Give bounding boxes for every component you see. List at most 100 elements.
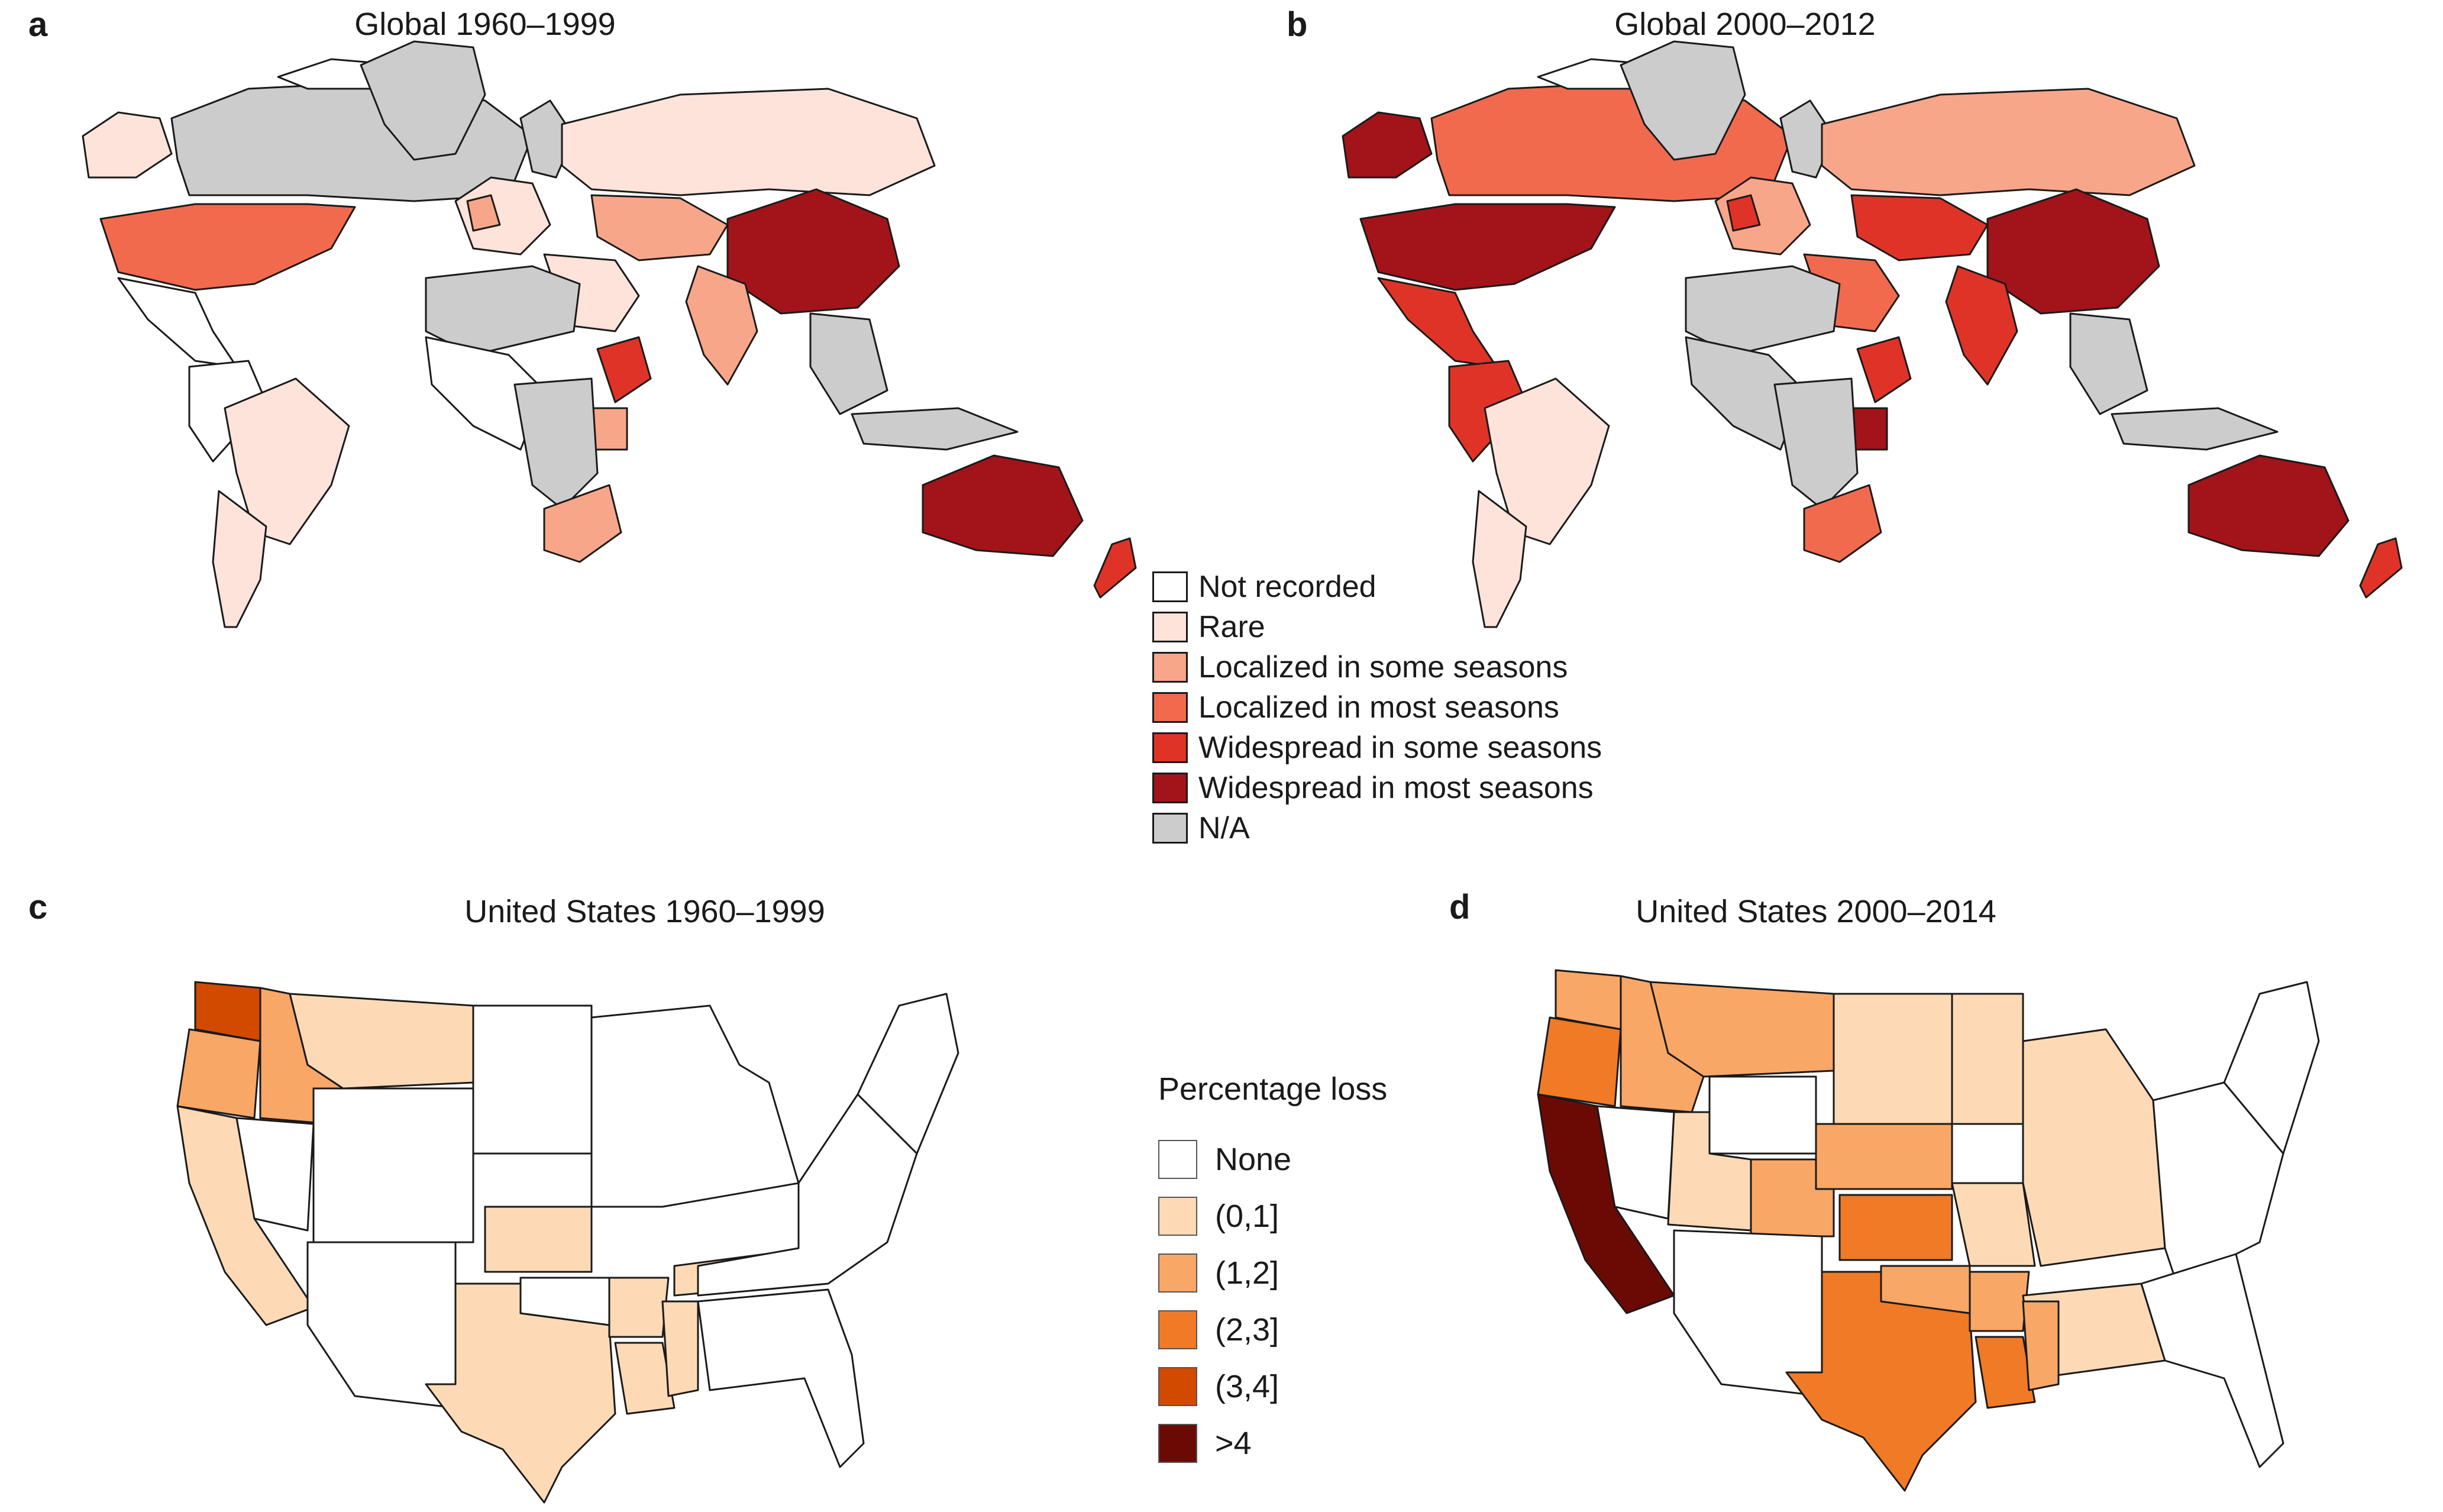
panel-b-letter: b [1287,5,1308,44]
region-se-asia-a [809,312,888,415]
state-mississippi-c [661,1300,699,1397]
us-legend-item-3-4: (3,4] [1158,1358,1387,1415]
region-europe-west-b [1726,194,1761,232]
us-legend-swatch [1158,1253,1197,1293]
legend-swatch [1152,612,1188,642]
region-west-africa-a [425,336,545,451]
us-legend: Percentage loss None (0,1] (1,2] (2,3] (… [1158,1071,1387,1472]
state-rockies-c [312,1087,474,1243]
region-mexico-b [1377,277,1498,368]
state-dakotas-d [1833,993,1953,1125]
state-southwest-d [1673,1229,1823,1397]
region-central-asia-b [1850,194,1989,261]
state-newengland-c [857,993,959,1155]
us-legend-item-1-2: (1,2] [1158,1245,1387,1301]
state-minnesota-d [1951,993,2024,1125]
state-montana-d [1649,981,1835,1078]
region-china-a [726,188,900,315]
region-nz-b [2359,537,2403,599]
legend-item-localized-some: Localized in some seasons [1152,647,1602,687]
region-indonesia-a [851,407,1019,451]
legend-item-widespread-most: Widespread in most seasons [1152,768,1602,808]
region-east-africa-a [596,336,652,403]
region-russia-a [561,88,936,196]
legend-swatch [1152,813,1188,844]
us-map-d [1537,969,2320,1492]
panel-a-title: Global 1960–1999 [354,7,616,42]
us-legend-item-2-3: (2,3] [1158,1301,1387,1358]
region-west-africa-b [1685,336,1805,451]
region-europe-b [1714,176,1811,256]
state-kansas-d [1838,1194,1953,1261]
world-map-b [1342,40,2403,628]
region-brazil-b [1484,377,1610,545]
region-europe-a [454,176,551,256]
region-australia-a [922,454,1084,557]
panel-c-letter: c [28,888,48,926]
legend-item-na: N/A [1152,808,1602,848]
legend-item-localized-most: Localized in most seasons [1152,687,1602,728]
state-arkansas-c [608,1277,670,1338]
legend-item-widespread-some: Widespread in some seasons [1152,728,1602,768]
panel-b-title: Global 2000–2012 [1614,7,1876,42]
legend-swatch [1152,692,1188,723]
region-indonesia-b [2111,407,2279,451]
us-map-c [176,981,959,1504]
panel-c-title: United States 1960–1999 [464,894,825,929]
region-nz-a [1093,537,1137,599]
state-louisiana-c [614,1342,676,1415]
legend-item-rare: Rare [1152,607,1602,647]
us-legend-item-none: None [1158,1131,1387,1188]
state-southwest-c [306,1241,457,1409]
us-legend-swatch [1158,1140,1197,1179]
state-wyoming-d [1708,1075,1817,1155]
legend-item-not-recorded: Not recorded [1152,567,1602,607]
world-map-a [82,40,1137,628]
state-colorado-d [1750,1158,1835,1238]
region-russia-b [1821,88,2196,196]
region-mexico-a [117,277,238,368]
region-central-africa-b [1773,377,1859,510]
us-legend-swatch [1158,1424,1197,1463]
region-alaska-a [82,111,173,179]
panel-d-title: United States 2000–2014 [1636,894,1996,929]
state-louisiana-d [1975,1336,2036,1409]
region-alaska-b [1342,111,1433,179]
region-north-africa-b [1685,265,1841,356]
panel-d-letter: d [1449,888,1471,926]
region-central-asia-a [590,194,729,261]
region-india-a [685,265,758,386]
region-greenland-a [360,40,486,161]
legend-swatch [1152,652,1188,683]
state-oregon-c [176,1028,261,1119]
panel-a-letter: a [28,5,48,44]
us-legend-swatch [1158,1367,1197,1406]
us-legend-swatch [1158,1197,1197,1236]
us-legend-item-0-1: (0,1] [1158,1188,1387,1245]
legend-swatch [1152,773,1188,803]
legend-swatch [1152,732,1188,763]
region-argentina-b [1472,490,1527,628]
state-nebraska-d [1815,1123,1953,1190]
region-usa-a [99,203,356,291]
state-midwest-c [590,1004,800,1208]
state-iowa-d [1951,1123,2024,1184]
region-europe-west-a [466,194,501,232]
state-kansas-c [484,1206,593,1273]
region-greenland-b [1620,40,1746,161]
state-southeast-d [2140,1253,2284,1468]
global-legend: Not recorded Rare Localized in some seas… [1152,567,1602,848]
state-oregon-d [1537,1016,1622,1107]
region-usa-b [1359,203,1616,291]
legend-swatch [1152,571,1188,602]
state-nevada-c [235,1117,315,1232]
state-dakotas-c [472,1004,593,1155]
state-arkansas-d [1969,1271,2030,1332]
region-southern-africa-b [1803,484,1882,563]
state-southeast-c [697,1288,865,1468]
region-central-africa-a [513,377,599,510]
region-australia-b [2187,454,2350,557]
region-east-africa-b [1856,336,1912,403]
us-legend-title: Percentage loss [1158,1071,1388,1107]
